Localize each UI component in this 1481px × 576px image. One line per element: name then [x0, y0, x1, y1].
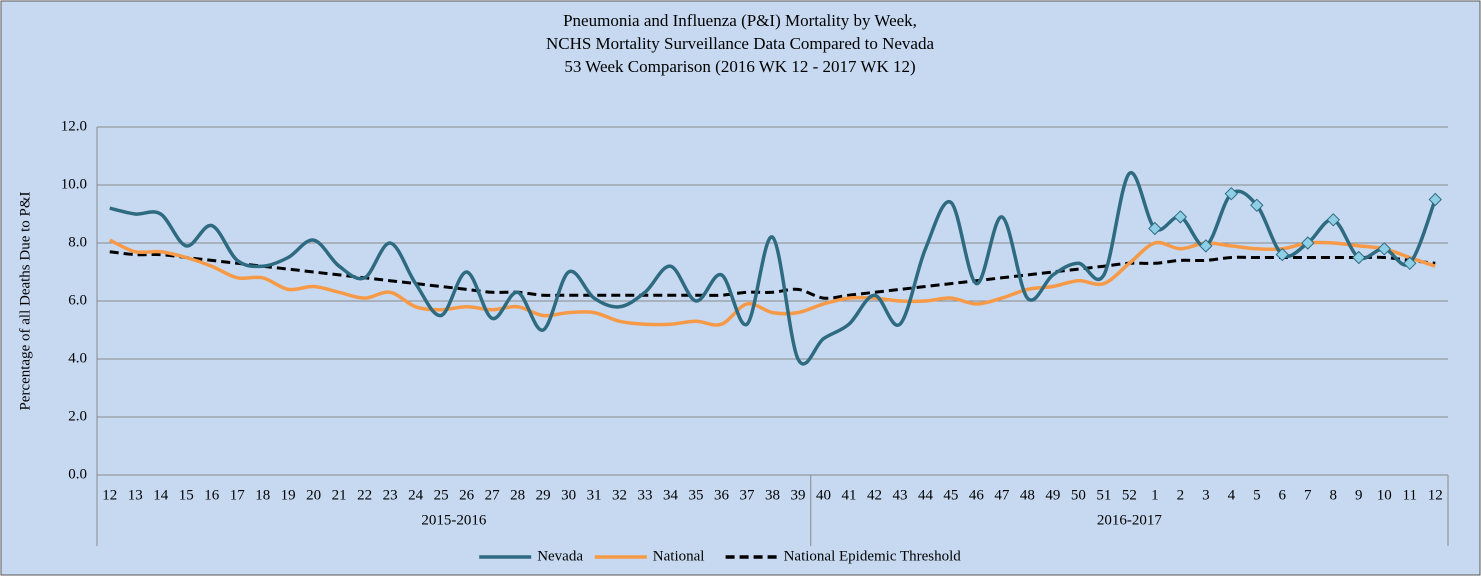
x-tick-label: 41	[841, 487, 856, 503]
x-tick-label: 31	[587, 487, 602, 503]
x-tick-label: 51	[1096, 487, 1111, 503]
x-group-label: 2016-2017	[1097, 512, 1162, 528]
x-tick-label: 38	[765, 487, 780, 503]
data-marker	[1148, 221, 1162, 236]
y-tick-label: 10.0	[61, 176, 87, 192]
y-axis-title: Percentage of all Deaths Due to P&I	[17, 191, 33, 410]
x-tick-label: 18	[255, 487, 270, 503]
x-tick-label: 4	[1228, 487, 1236, 503]
x-tick-label: 29	[536, 487, 551, 503]
x-tick-label: 36	[714, 487, 730, 503]
data-marker	[1301, 236, 1315, 250]
x-tick-label: 7	[1304, 487, 1312, 503]
x-tick-label: 49	[1045, 487, 1060, 503]
x-tick-label: 16	[204, 487, 220, 503]
x-tick-label: 23	[383, 487, 398, 503]
x-tick-label: 12	[102, 487, 117, 503]
x-tick-label: 19	[281, 487, 296, 503]
x-tick-label: 28	[510, 487, 525, 503]
data-marker	[1377, 242, 1391, 256]
x-tick-label: 9	[1355, 487, 1363, 503]
x-tick-label: 39	[790, 487, 805, 503]
x-tick-label: 17	[230, 487, 246, 503]
chart-title: 53 Week Comparison (2016 WK 12 - 2017 WK…	[564, 57, 915, 76]
data-marker	[1224, 186, 1239, 201]
x-tick-label: 32	[612, 487, 627, 503]
x-group-label: 2015-2016	[421, 512, 486, 528]
y-tick-label: 12.0	[61, 118, 87, 134]
x-tick-label: 14	[153, 487, 169, 503]
chart-title: Pneumonia and Influenza (P&I) Mortality …	[563, 11, 917, 30]
x-tick-label: 12	[1428, 487, 1443, 503]
y-tick-label: 4.0	[68, 350, 87, 366]
x-tick-label: 26	[459, 487, 475, 503]
y-tick-label: 6.0	[68, 292, 87, 308]
x-tick-label: 48	[1020, 487, 1035, 503]
x-tick-label: 45	[943, 487, 958, 503]
x-tick-label: 10	[1377, 487, 1392, 503]
series-line	[108, 238, 1436, 327]
y-tick-label: 2.0	[68, 408, 87, 424]
x-tick-label: 3	[1202, 487, 1210, 503]
x-tick-label: 25	[434, 487, 449, 503]
x-tick-label: 40	[816, 487, 831, 503]
data-marker	[1352, 250, 1366, 265]
x-tick-label: 35	[689, 487, 704, 503]
x-tick-label: 22	[357, 487, 372, 503]
series-line	[109, 250, 1436, 300]
x-tick-label: 24	[408, 487, 424, 503]
x-tick-label: 2	[1177, 487, 1185, 503]
x-tick-label: 46	[969, 487, 985, 503]
x-tick-label: 15	[179, 487, 194, 503]
x-tick-label: 44	[918, 487, 934, 503]
x-tick-label: 21	[332, 487, 347, 503]
x-tick-label: 30	[561, 487, 576, 503]
data-marker	[1403, 256, 1417, 271]
x-tick-label: 52	[1122, 487, 1137, 503]
x-tick-label: 5	[1253, 487, 1261, 503]
x-tick-label: 47	[994, 487, 1010, 503]
x-tick-label: 1	[1151, 487, 1159, 503]
data-marker	[1326, 213, 1340, 227]
x-tick-label: 11	[1403, 487, 1417, 503]
x-tick-label: 50	[1071, 487, 1086, 503]
x-tick-label: 33	[638, 487, 653, 503]
x-tick-label: 20	[306, 487, 321, 503]
x-tick-label: 8	[1330, 487, 1338, 503]
y-tick-label: 8.0	[68, 234, 87, 250]
x-tick-label: 43	[892, 487, 907, 503]
x-tick-label: 34	[663, 487, 679, 503]
data-marker	[1250, 198, 1264, 213]
data-marker	[1199, 239, 1213, 253]
chart-title: NCHS Mortality Surveillance Data Compare…	[546, 34, 935, 53]
x-tick-label: 37	[740, 487, 756, 503]
x-tick-label: 42	[867, 487, 882, 503]
y-tick-label: 0.0	[68, 466, 87, 482]
x-tick-label: 13	[128, 487, 143, 503]
legend-label: Nevada	[537, 548, 583, 564]
x-tick-label: 27	[485, 487, 501, 503]
data-marker	[1275, 247, 1290, 262]
legend-label: National Epidemic Threshold	[784, 548, 962, 564]
x-tick-label: 6	[1279, 487, 1287, 503]
data-marker	[1428, 192, 1442, 207]
legend-label: National	[653, 548, 705, 564]
data-marker	[1173, 210, 1188, 224]
